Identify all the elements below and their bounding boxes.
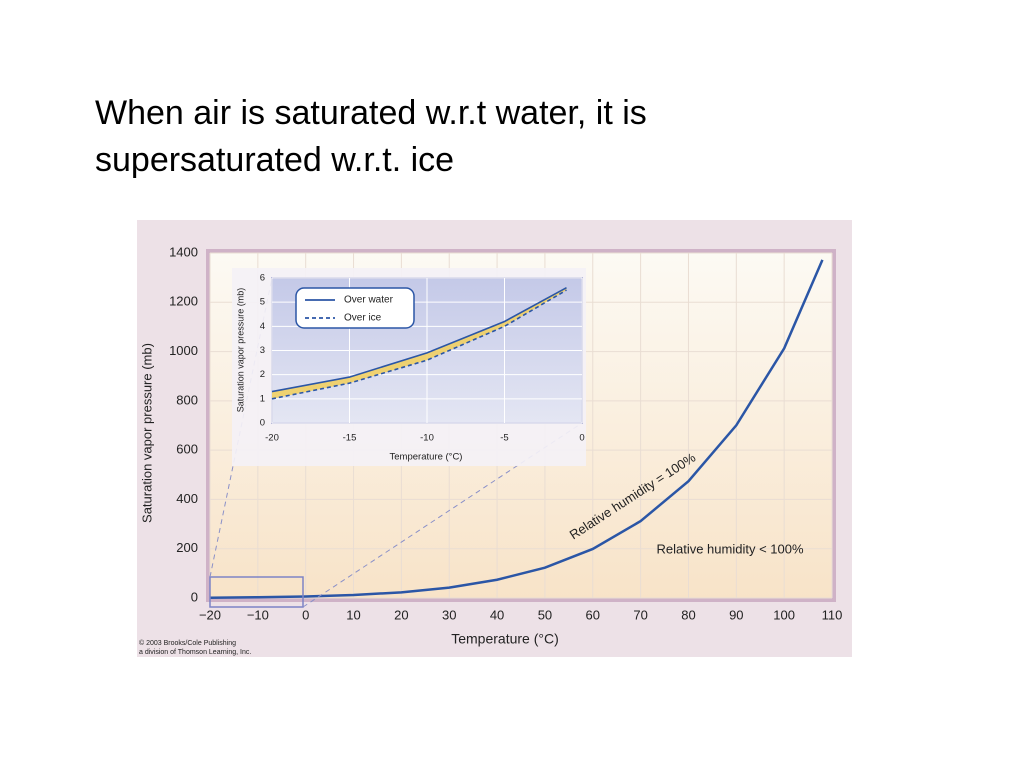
credit: © 2003 Brooks/Cole Publishing [139,639,236,647]
y-tick-label: 200 [176,540,198,555]
series-line [209,259,824,600]
inset-chart: 0 1 2 3 4 5 6 -20 -15 -10 -5 0 Temperature (°C) Satur… [235,273,584,463]
x-tick-label: 30 [442,607,456,622]
x-tick-label: 110 [822,607,843,622]
x-axis-label: Temperature (°C) [451,631,559,647]
x-tick-label: 40 [490,607,504,622]
x-tick-label: -20 [265,433,279,444]
x-tick-label: 0 [579,433,584,444]
series-line [271,286,567,393]
y-tick-label: 1 [260,393,265,404]
y-tick-label: 3 [260,345,265,356]
y-tick-label: 5 [260,297,265,308]
x-tick-label: 10 [346,607,360,622]
y-tick-label: 2 [260,369,265,380]
x-tick-label: 60 [586,607,600,622]
slide-title: supersaturated w.r.t. ice [95,141,455,179]
legend-box [295,287,415,329]
y-tick-label: 1400 [169,244,198,259]
x-tick-label: 90 [729,607,743,622]
y-tick-label: 600 [176,442,198,457]
series-line [271,289,567,400]
y-axis-label: Saturation vapor pressure (mb) [139,343,154,523]
x-tick-label: −10 [247,607,269,622]
x-tick-label: 0 [302,607,309,622]
credit: a division of Thomson Learning, Inc. [139,649,251,656]
x-tick-label: -15 [343,433,357,444]
y-tick-label: 1200 [169,294,198,309]
x-tick-label: -10 [420,433,434,444]
x-tick-label: 80 [681,607,695,622]
y-tick-label: 0 [191,589,198,604]
x-tick-label: 20 [394,607,408,622]
zoom-box [209,576,304,608]
y-tick-label: 6 [260,273,265,284]
y-tick-label: 400 [176,491,198,506]
y-tick-label: 1000 [169,343,198,358]
legend-label: Over water [344,295,394,306]
x-tick-label: 70 [633,607,647,622]
zoom-connector [302,422,583,608]
x-axis-label: Temperature (°C) [390,452,463,463]
slide-title: When air is saturated w.r.t water, it is [95,94,647,132]
x-tick-label: −20 [199,607,221,622]
y-axis-label: Saturation vapor pressure (mb) [235,288,245,413]
x-tick-label: 50 [538,607,552,622]
y-tick-label: 0 [260,418,265,429]
fill-between [272,287,567,399]
legend-label: Over ice [344,313,382,324]
x-tick-label: 100 [773,607,795,622]
y-tick-label: 4 [260,321,265,332]
x-tick-label: -5 [500,433,508,444]
y-tick-label: 800 [176,392,198,407]
annotation: Relative humidity < 100% [656,541,803,556]
